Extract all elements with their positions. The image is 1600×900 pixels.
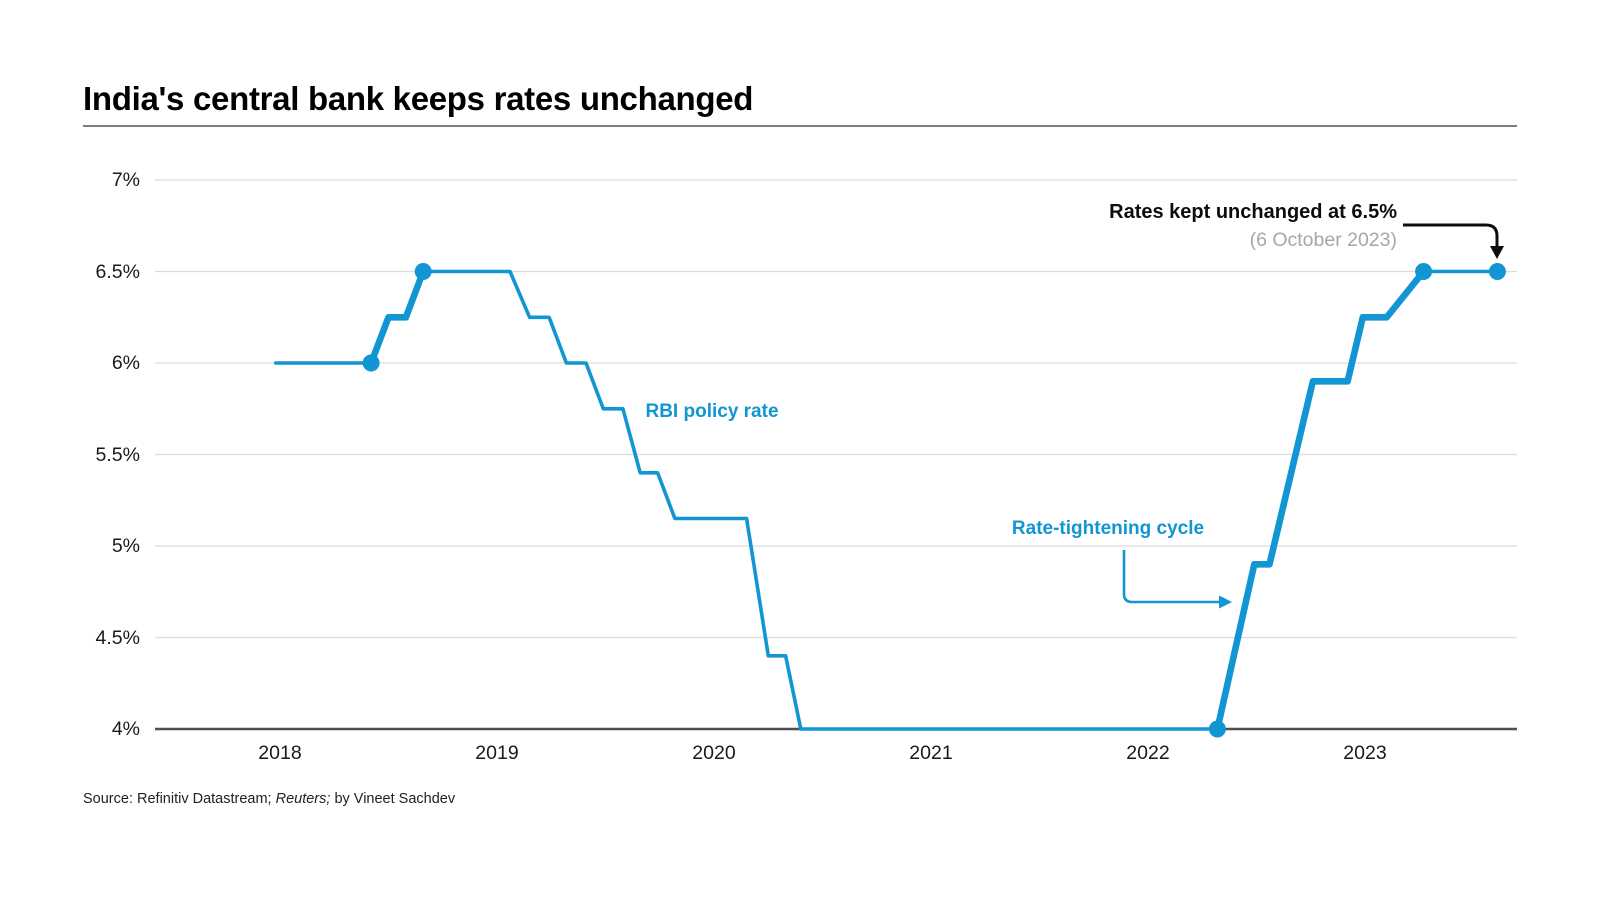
data-point-dot-4pct [1208, 720, 1226, 738]
y-tick-label-7%: 7% [111, 169, 140, 191]
data-point-dot-6.5pct [414, 263, 432, 280]
y-tick-label-4%: 4% [111, 718, 140, 740]
x-tick-label-2020: 2020 [692, 742, 736, 764]
y-tick-label-5.5%: 5.5% [95, 443, 140, 466]
source-byline: by Vineet Sachdev [330, 791, 456, 807]
y-tick-label-5%: 5% [111, 535, 140, 557]
cycle-arrowhead-icon [1219, 595, 1232, 609]
x-tick-label-2019: 2019 [475, 742, 519, 764]
title-rule [83, 125, 1517, 127]
y-tick-label-6.5%: 6.5% [95, 260, 140, 283]
source-prefix: Source: Refinitiv Datastream; [83, 791, 276, 807]
hike-segment-2018 [367, 268, 427, 367]
y-tick-label-4.5%: 4.5% [95, 626, 140, 649]
data-point-dot-6.5pct [1488, 263, 1506, 280]
x-tick-label-2018: 2018 [258, 742, 302, 764]
annotation-arrow-line [1403, 223, 1499, 247]
source-credit-italic: Reuters; [275, 791, 331, 807]
data-point-dot-6pct [362, 354, 380, 372]
chart-graphics [155, 179, 1517, 738]
annotation-headline: Rates kept unchanged at 6.5% [1109, 201, 1397, 223]
x-tick-label-2022: 2022 [1126, 742, 1170, 764]
cycle-arrow-line [1122, 550, 1219, 604]
y-tick-label-6%: 6% [111, 352, 140, 374]
source-line: Source: Refinitiv Datastream; Reuters; b… [83, 791, 455, 807]
annotation-arrowhead-icon [1490, 246, 1504, 259]
annotation-arrow [1403, 223, 1504, 259]
x-tick-label-2023: 2023 [1343, 742, 1387, 764]
rate-tightening-segment [1214, 268, 1427, 733]
chart-title: India's central bank keeps rates unchang… [83, 80, 754, 117]
policy-rate-line [273, 269, 1500, 731]
data-point-dot-6.5pct [1415, 263, 1433, 280]
x-tick-label-2021: 2021 [909, 742, 953, 764]
series-label: RBI policy rate [645, 401, 779, 422]
cycle-label: Rate-tightening cycle [1011, 518, 1205, 539]
annotation-date: (6 October 2023) [1249, 229, 1397, 251]
cycle-arrow [1122, 550, 1232, 609]
